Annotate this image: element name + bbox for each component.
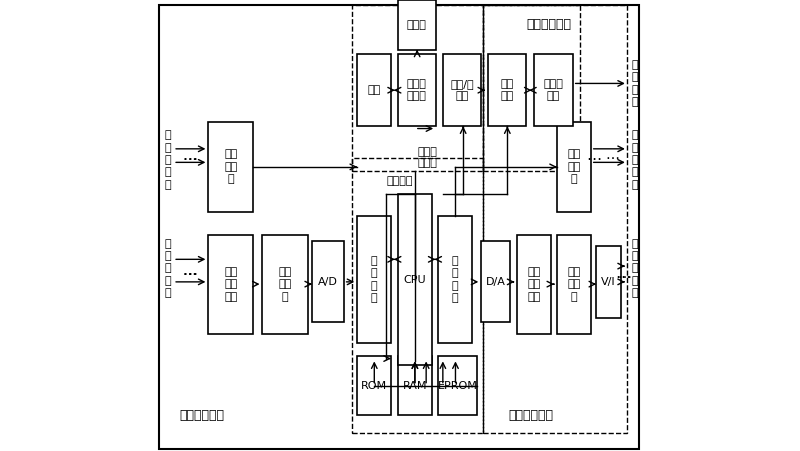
Bar (398, 356, 431, 415)
Text: 输出
缓冲
器: 输出 缓冲 器 (567, 149, 581, 184)
Text: V/I: V/I (602, 277, 616, 287)
Bar (398, 194, 431, 365)
Bar (596, 246, 621, 318)
Text: RAM: RAM (402, 381, 427, 391)
Text: 模
拟
量
输
入: 模 拟 量 输 入 (165, 239, 171, 298)
Text: 开
关
量
输
出: 开 关 量 输 出 (631, 130, 638, 190)
Text: 定时/计
数器: 定时/计 数器 (450, 79, 474, 101)
Text: 模
拟
量
输
出: 模 拟 量 输 出 (631, 239, 638, 298)
Text: 输
入
接
口: 输 入 接 口 (370, 256, 378, 303)
Text: …: … (182, 263, 196, 278)
Text: 通信接口电路: 通信接口电路 (508, 409, 554, 422)
Bar (352, 5, 483, 171)
Text: …: … (182, 263, 197, 278)
Bar (352, 158, 483, 433)
Text: 采样
保持
器: 采样 保持 器 (278, 267, 292, 302)
Text: …: … (182, 148, 196, 163)
Text: 显示器: 显示器 (407, 20, 427, 30)
Text: 人机联
系部件: 人机联 系部件 (417, 147, 437, 168)
Text: 开
关
量
输
入: 开 关 量 输 入 (165, 130, 171, 190)
Text: 输
出
接
口: 输 出 接 口 (452, 256, 458, 303)
Text: 键盘显
示接口: 键盘显 示接口 (407, 79, 427, 101)
Text: 过程输入通道: 过程输入通道 (179, 409, 224, 422)
Text: CPU: CPU (403, 275, 426, 285)
Text: A/D: A/D (318, 277, 338, 287)
Bar (398, 54, 436, 126)
Text: ROM: ROM (361, 381, 387, 391)
Bar (398, 0, 436, 50)
Bar (357, 54, 391, 126)
Text: …: … (586, 148, 602, 163)
Bar (262, 235, 307, 334)
Bar (208, 235, 254, 334)
Text: 数
据
通
信: 数 据 通 信 (631, 60, 638, 107)
Text: 过程输出通道: 过程输出通道 (526, 18, 571, 31)
Text: 多路
模拟
开关: 多路 模拟 开关 (224, 267, 238, 302)
Bar (438, 216, 472, 343)
Bar (557, 235, 590, 334)
Text: EPROM: EPROM (438, 381, 478, 391)
Bar (518, 235, 551, 334)
Text: 多路
模拟
开关: 多路 模拟 开关 (527, 267, 541, 302)
Bar (488, 54, 526, 126)
Text: …: … (616, 266, 631, 281)
Bar (443, 54, 481, 126)
Bar (357, 356, 391, 415)
Text: …: … (605, 148, 619, 162)
Text: …: … (182, 263, 196, 278)
Text: 主机电路: 主机电路 (386, 176, 413, 186)
Bar (534, 54, 573, 126)
Text: 键盘: 键盘 (367, 85, 381, 95)
Text: 通信
接口: 通信 接口 (501, 79, 514, 101)
Bar (357, 216, 391, 343)
Bar (312, 241, 344, 322)
Bar (483, 5, 627, 433)
Text: …: … (617, 267, 631, 281)
Text: 输入
缓冲
器: 输入 缓冲 器 (224, 149, 238, 184)
Bar (481, 241, 510, 322)
Bar (483, 5, 580, 171)
Text: …: … (182, 148, 197, 163)
Bar (557, 122, 590, 212)
Text: 输出
保持
器: 输出 保持 器 (567, 267, 581, 302)
Text: 发送收
电路: 发送收 电路 (544, 79, 563, 101)
Bar (438, 356, 477, 415)
Text: D/A: D/A (486, 277, 506, 287)
Bar (208, 122, 254, 212)
